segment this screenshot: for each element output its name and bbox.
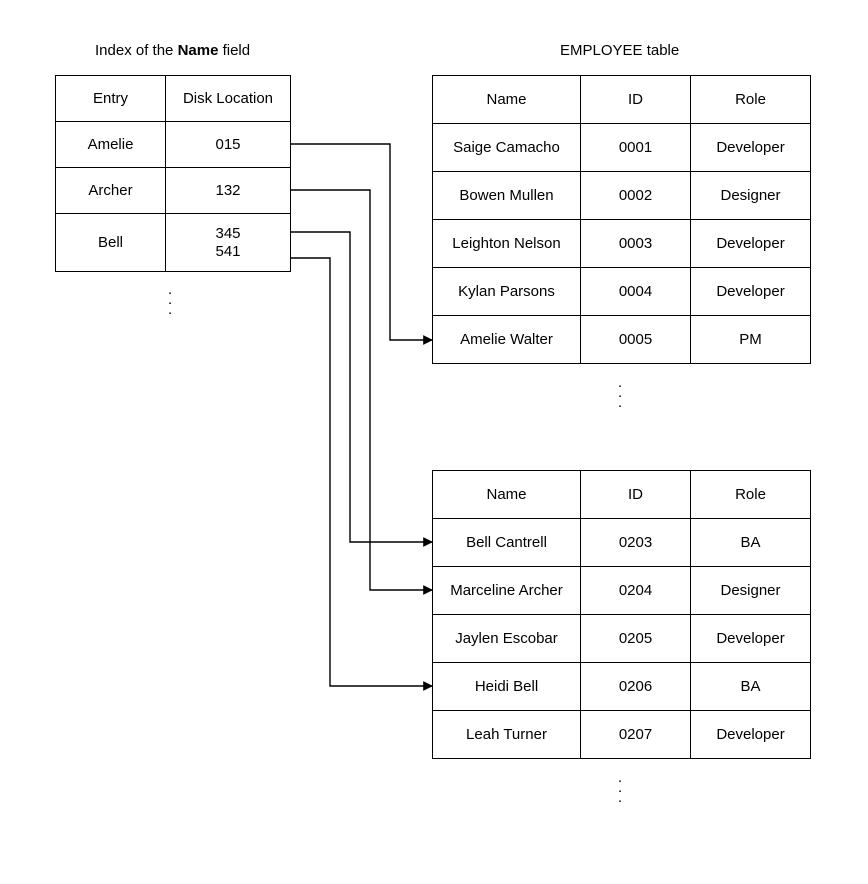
employee-top-row: Kylan Parsons0004Developer: [433, 268, 811, 316]
employee-bottom-header-name: Name: [433, 471, 581, 519]
index-row: Archer132: [56, 168, 291, 214]
index-title-bold: Name: [178, 42, 219, 59]
employee-table-bottom: NameIDRoleBell Cantrell0203BAMarceline A…: [432, 470, 811, 759]
diagram-canvas: Index of the Name field EMPLOYEE table E…: [0, 0, 868, 884]
employee-bottom-cell-name: Heidi Bell: [433, 663, 581, 711]
employee-top-cell-role: Developer: [691, 220, 811, 268]
employee-top-header-id: ID: [581, 76, 691, 124]
employee-top-cell-id: 0001: [581, 124, 691, 172]
employee-bottom-cell-id: 0203: [581, 519, 691, 567]
employee-bottom-cell-name: Bell Cantrell: [433, 519, 581, 567]
employee-bottom-row: Jaylen Escobar0205Developer: [433, 615, 811, 663]
employee-top-cell-id: 0003: [581, 220, 691, 268]
employee-bottom-header-row: NameIDRole: [433, 471, 811, 519]
employee-title: EMPLOYEE table: [560, 42, 679, 59]
employee-table-top: NameIDRoleSaige Camacho0001DeveloperBowe…: [432, 75, 811, 364]
employee-bottom-cell-id: 0206: [581, 663, 691, 711]
employee-top-cell-role: Designer: [691, 172, 811, 220]
index-cell-disk: 015: [166, 122, 291, 168]
employee-top-cell-role: PM: [691, 316, 811, 364]
employee-bottom-row: Heidi Bell0206BA: [433, 663, 811, 711]
index-cell-disk: 132: [166, 168, 291, 214]
employee-top-cell-name: Kylan Parsons: [433, 268, 581, 316]
index-row: Amelie015: [56, 122, 291, 168]
employee-bottom-cell-role: Designer: [691, 567, 811, 615]
employee-top-cell-name: Saige Camacho: [433, 124, 581, 172]
index-header-disk: Disk Location: [166, 76, 291, 122]
employee-top-cell-role: Developer: [691, 268, 811, 316]
employee-top-cell-role: Developer: [691, 124, 811, 172]
employee-top-cell-name: Leighton Nelson: [433, 220, 581, 268]
arrow-bell-2: [290, 258, 432, 686]
employee-top-cell-id: 0002: [581, 172, 691, 220]
employee-bottom-cell-name: Jaylen Escobar: [433, 615, 581, 663]
employee-bottom-row: Bell Cantrell0203BA: [433, 519, 811, 567]
employee-bottom-cell-role: Developer: [691, 615, 811, 663]
vertical-ellipsis: ...: [618, 378, 622, 408]
employee-bottom-header-id: ID: [581, 471, 691, 519]
employee-bottom-row: Leah Turner0207Developer: [433, 711, 811, 759]
index-title-suffix: field: [218, 42, 250, 59]
employee-bottom-cell-role: BA: [691, 519, 811, 567]
employee-top-header-name: Name: [433, 76, 581, 124]
index-cell-entry: Archer: [56, 168, 166, 214]
index-header-row: EntryDisk Location: [56, 76, 291, 122]
employee-top-cell-id: 0005: [581, 316, 691, 364]
employee-bottom-cell-role: BA: [691, 663, 811, 711]
employee-top-row: Saige Camacho0001Developer: [433, 124, 811, 172]
employee-bottom-cell-id: 0204: [581, 567, 691, 615]
employee-bottom-header-role: Role: [691, 471, 811, 519]
employee-top-cell-name: Bowen Mullen: [433, 172, 581, 220]
employee-top-cell-id: 0004: [581, 268, 691, 316]
employee-bottom-cell-id: 0207: [581, 711, 691, 759]
employee-top-header-row: NameIDRole: [433, 76, 811, 124]
arrow-amelie: [290, 144, 432, 340]
index-cell-disk: 345541: [166, 214, 291, 272]
employee-top-header-role: Role: [691, 76, 811, 124]
employee-bottom-cell-name: Leah Turner: [433, 711, 581, 759]
index-title-prefix: Index of the: [95, 42, 178, 59]
employee-bottom-cell-role: Developer: [691, 711, 811, 759]
vertical-ellipsis: ...: [618, 773, 622, 803]
employee-bottom-cell-id: 0205: [581, 615, 691, 663]
employee-bottom-cell-name: Marceline Archer: [433, 567, 581, 615]
arrow-bell-1: [290, 232, 432, 542]
index-cell-entry: Bell: [56, 214, 166, 272]
employee-top-row: Amelie Walter0005PM: [433, 316, 811, 364]
arrow-archer: [290, 190, 432, 590]
employee-top-cell-name: Amelie Walter: [433, 316, 581, 364]
index-title: Index of the Name field: [95, 42, 250, 59]
employee-bottom-row: Marceline Archer0204Designer: [433, 567, 811, 615]
index-table: EntryDisk LocationAmelie015Archer132Bell…: [55, 75, 291, 272]
employee-top-row: Bowen Mullen0002Designer: [433, 172, 811, 220]
index-header-entry: Entry: [56, 76, 166, 122]
index-cell-entry: Amelie: [56, 122, 166, 168]
vertical-ellipsis: ...: [168, 285, 172, 315]
employee-top-row: Leighton Nelson0003Developer: [433, 220, 811, 268]
index-row: Bell345541: [56, 214, 291, 272]
